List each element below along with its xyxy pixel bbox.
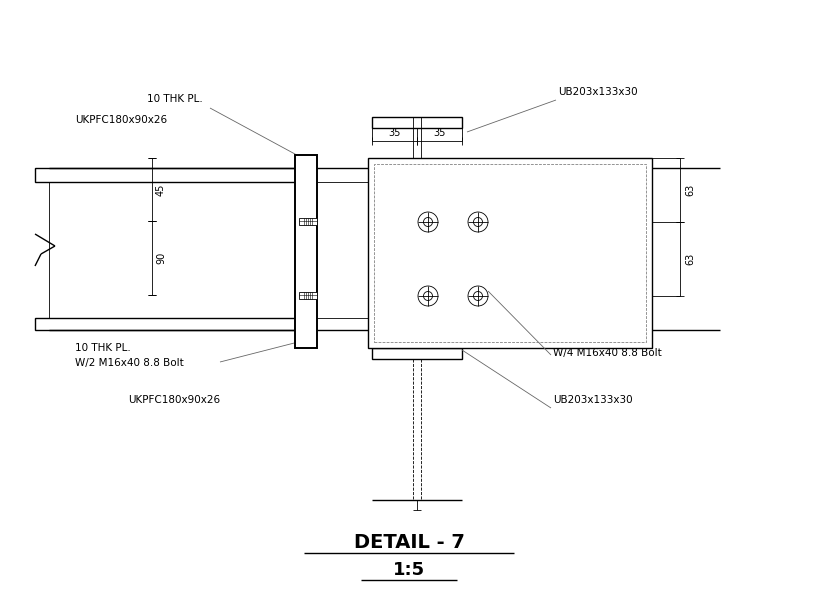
Text: 35: 35 xyxy=(389,128,401,138)
Bar xyxy=(299,218,317,224)
Text: 90: 90 xyxy=(156,252,166,264)
Text: W/2 M16x40 8.8 Bolt: W/2 M16x40 8.8 Bolt xyxy=(75,358,184,368)
Text: 10 THK PL.: 10 THK PL. xyxy=(147,94,203,104)
Text: 35: 35 xyxy=(434,128,446,138)
Bar xyxy=(372,348,462,359)
Text: UKPFC180x90x26: UKPFC180x90x26 xyxy=(75,115,167,125)
Bar xyxy=(372,117,462,128)
Text: UKPFC180x90x26: UKPFC180x90x26 xyxy=(128,395,220,405)
Text: UB203x133x30: UB203x133x30 xyxy=(553,395,632,405)
Bar xyxy=(35,318,300,330)
Text: W/4 M16x40 8.8 Bolt: W/4 M16x40 8.8 Bolt xyxy=(553,348,662,358)
Bar xyxy=(35,168,300,182)
Text: DETAIL - 7: DETAIL - 7 xyxy=(353,534,465,552)
Text: 10 THK PL.: 10 THK PL. xyxy=(75,343,131,353)
Bar xyxy=(374,164,646,342)
Text: 45: 45 xyxy=(156,183,166,195)
Text: UB203x133x30: UB203x133x30 xyxy=(558,87,637,97)
Text: 1:5: 1:5 xyxy=(393,561,425,579)
Text: 63: 63 xyxy=(685,184,695,196)
Bar xyxy=(295,155,317,348)
Bar xyxy=(368,158,652,348)
Bar xyxy=(299,292,317,298)
Text: 63: 63 xyxy=(685,253,695,265)
